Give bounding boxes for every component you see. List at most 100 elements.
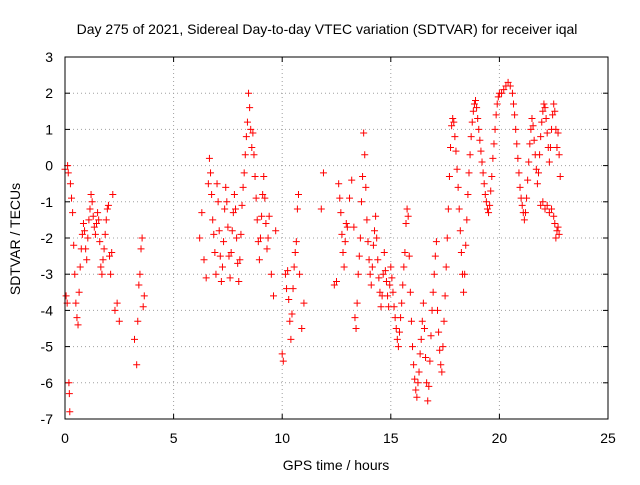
data-point	[355, 252, 363, 260]
data-point	[88, 198, 96, 206]
data-point	[372, 212, 380, 220]
data-point	[239, 183, 247, 191]
data-point	[215, 227, 223, 235]
data-point	[83, 256, 91, 264]
data-point	[425, 382, 433, 390]
data-point	[467, 133, 475, 141]
data-point	[238, 201, 246, 209]
axis-ticks	[64, 56, 609, 420]
data-point	[498, 89, 506, 97]
data-point	[258, 212, 266, 220]
data-point	[422, 353, 430, 361]
data-point	[232, 205, 240, 213]
data-point	[411, 375, 419, 383]
data-point	[225, 252, 233, 260]
data-point	[394, 343, 402, 351]
data-point	[336, 194, 344, 202]
data-point	[553, 144, 561, 151]
data-point	[85, 216, 93, 224]
data-point	[508, 89, 516, 97]
y-tick-labels: -7 -6 -5 -4 -3 -2 -1 0 1 2 3	[41, 49, 54, 427]
data-point	[218, 263, 226, 271]
data-point	[465, 169, 473, 177]
data-point	[480, 180, 488, 188]
x-tick-labels: 0 5 10 15 20 25	[61, 430, 616, 446]
data-point	[229, 209, 237, 217]
data-point	[76, 263, 84, 271]
data-point	[401, 248, 409, 256]
data-point	[286, 317, 294, 325]
data-point	[486, 201, 494, 209]
data-point	[432, 238, 440, 246]
data-point	[410, 361, 418, 369]
data-point	[134, 317, 142, 325]
data-point	[489, 154, 497, 162]
data-point	[541, 104, 549, 112]
data-point	[521, 209, 529, 217]
data-point	[451, 133, 459, 141]
data-point	[220, 238, 228, 246]
data-point	[431, 252, 439, 260]
data-point	[104, 201, 112, 209]
data-point	[537, 133, 545, 141]
data-point	[461, 270, 469, 278]
data-point	[96, 238, 104, 246]
data-point	[554, 223, 562, 231]
data-point	[371, 227, 379, 235]
data-point	[284, 267, 292, 275]
data-point	[433, 306, 441, 314]
data-point	[247, 125, 255, 133]
data-point	[246, 104, 254, 112]
data-point	[512, 125, 520, 133]
data-point	[348, 176, 356, 184]
data-point	[240, 169, 248, 177]
y-tick-label: -1	[41, 194, 54, 210]
data-point	[379, 270, 387, 278]
data-point	[475, 125, 483, 133]
data-point	[550, 100, 558, 108]
data-point	[245, 89, 253, 97]
data-point	[527, 125, 535, 133]
data-point	[261, 194, 269, 202]
data-point	[454, 183, 462, 191]
data-point	[439, 343, 447, 351]
data-point	[356, 234, 364, 242]
data-point	[354, 270, 362, 278]
data-point	[366, 270, 374, 278]
data-point	[108, 248, 116, 256]
data-point	[75, 288, 83, 296]
data-point	[95, 216, 103, 224]
data-point	[551, 107, 559, 115]
data-point	[426, 357, 434, 365]
data-point	[252, 194, 260, 202]
data-point	[510, 100, 518, 108]
data-point	[341, 238, 349, 246]
data-point	[553, 227, 561, 235]
data-point	[500, 86, 508, 94]
data-point	[528, 115, 536, 123]
x-tick-label: 20	[492, 430, 508, 446]
data-point	[78, 230, 86, 238]
data-point	[66, 180, 74, 188]
data-point	[418, 317, 426, 325]
data-point	[398, 299, 406, 307]
data-point	[222, 183, 230, 191]
data-point	[360, 129, 368, 137]
x-tick-label: 10	[274, 430, 290, 446]
data-point	[221, 205, 229, 213]
data-point	[131, 335, 139, 343]
data-point	[363, 216, 371, 224]
data-point	[264, 234, 272, 242]
data-point	[492, 111, 500, 119]
data-point	[412, 386, 420, 394]
data-point	[241, 151, 249, 159]
data-point	[506, 82, 514, 90]
data-point	[447, 144, 455, 151]
data-point	[473, 104, 481, 112]
data-point	[223, 198, 231, 206]
data-point	[250, 151, 258, 159]
data-point	[66, 408, 74, 416]
data-point	[226, 274, 234, 282]
data-points	[61, 78, 564, 416]
data-point	[468, 118, 476, 126]
